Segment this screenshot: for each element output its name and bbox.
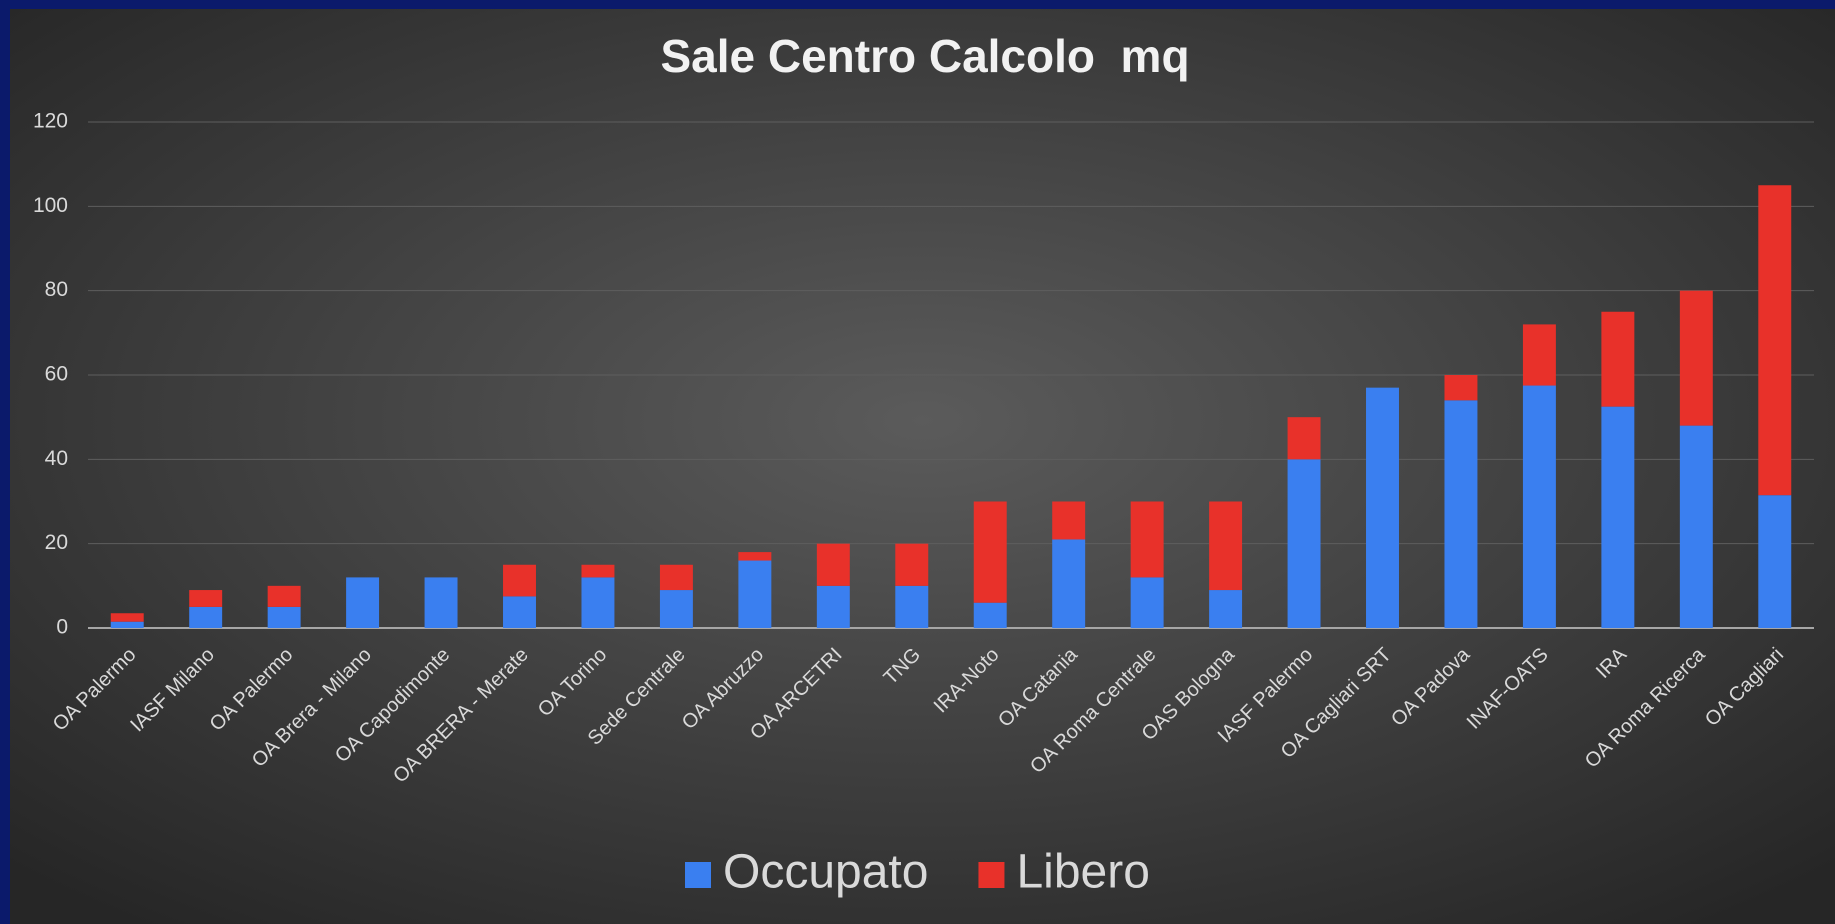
bar-segment <box>1130 577 1164 628</box>
bar-segment <box>1601 406 1635 628</box>
bar-segment <box>1287 417 1321 460</box>
bar-segment <box>738 552 772 561</box>
bar-segment <box>816 543 850 586</box>
bar-segment <box>738 560 772 628</box>
bar-segment <box>659 564 693 591</box>
bar-segment <box>503 596 536 628</box>
bar-segment <box>1209 501 1243 591</box>
legend-label: Occupato <box>723 846 928 899</box>
y-tick-label: 20 <box>45 531 68 554</box>
bar-segment <box>895 543 929 586</box>
y-tick-label: 60 <box>45 363 68 386</box>
bar-segment <box>110 613 144 622</box>
bar-segment <box>895 585 929 628</box>
bar-segment <box>110 621 144 628</box>
legend-swatch <box>978 862 1005 888</box>
bar-segment <box>1209 590 1243 628</box>
bar-segment <box>581 564 615 578</box>
bar-segment <box>1679 290 1713 426</box>
bar-segment <box>973 501 1007 603</box>
bar-segment <box>973 602 1007 628</box>
bar-segment <box>189 606 223 628</box>
bar-segment <box>267 606 301 628</box>
bar-segment <box>1601 311 1635 407</box>
bar-segment <box>1052 539 1086 628</box>
chart-background <box>10 9 1835 924</box>
bar-segment <box>1679 425 1713 628</box>
bar-segment <box>659 590 693 628</box>
bar-segment <box>424 577 458 628</box>
bar-segment <box>1366 387 1399 628</box>
y-tick-label: 100 <box>33 194 68 217</box>
chart-title: Sale Centro Calcolo mq <box>660 30 1189 82</box>
y-tick-label: 40 <box>45 447 68 470</box>
bar-segment <box>1758 185 1792 496</box>
y-tick-label: 80 <box>45 278 68 301</box>
bar-segment <box>267 585 301 607</box>
bar-segment <box>1522 324 1556 386</box>
bar-segment <box>1522 385 1556 628</box>
y-tick-label: 120 <box>33 110 68 133</box>
bar-segment <box>503 564 536 597</box>
bar-segment <box>1052 501 1086 540</box>
y-tick-label: 0 <box>56 616 68 639</box>
legend-label: Libero <box>1016 846 1149 899</box>
bar-segment <box>816 585 850 628</box>
bar-segment <box>1444 375 1478 401</box>
bar-segment <box>1758 495 1792 628</box>
bar-segment <box>1130 501 1164 578</box>
bar-segment <box>581 577 615 628</box>
bar-segment <box>1444 400 1478 628</box>
bar-segment <box>346 577 380 628</box>
legend-swatch <box>685 862 711 888</box>
bar-segment <box>189 590 223 607</box>
bar-segment <box>1287 459 1321 628</box>
